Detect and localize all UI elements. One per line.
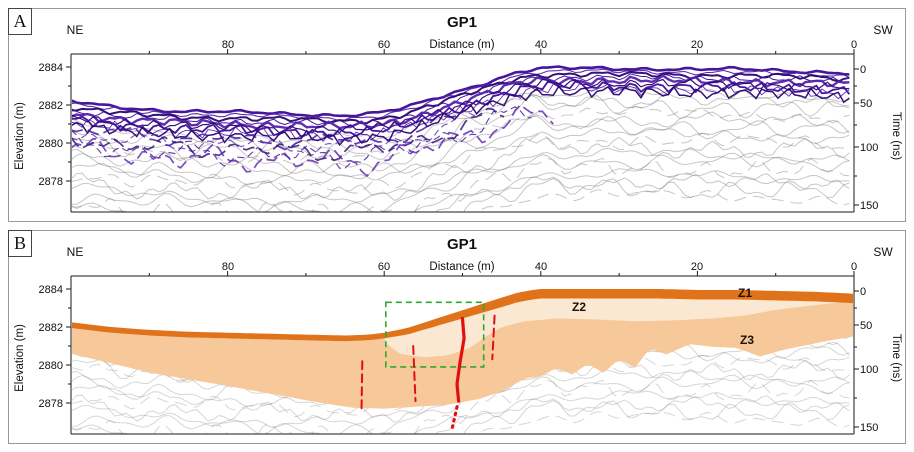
elevation-tick-label: 2878 (39, 398, 63, 410)
distance-tick-label: 0 (851, 39, 857, 51)
distance-tick-label: 20 (691, 261, 703, 273)
distance-tick-label: 80 (222, 261, 234, 273)
panel-a-corner-label: A (8, 8, 32, 35)
panel-b-plot: GP1 NE SW Distance (m) 80 60 40 20 0 Ele… (14, 236, 902, 435)
elevation-tick-label: 2882 (39, 100, 63, 112)
distance-axis-label: Distance (m) (429, 261, 494, 273)
distance-tick-label: 0 (851, 261, 857, 273)
elevation-tick-label: 2880 (39, 360, 63, 372)
time-tick-label: 0 (860, 64, 866, 76)
elevation-tick-label: 2884 (39, 62, 63, 74)
radargram-layer (72, 65, 851, 212)
elevation-tick-label: 2878 (39, 176, 63, 188)
zone-label-z2: Z2 (572, 300, 586, 314)
elevation-axis-label: Elevation (m) (14, 102, 26, 170)
zone-label-z3: Z3 (740, 333, 754, 347)
direction-label-sw: SW (873, 23, 893, 37)
direction-label-ne: NE (67, 23, 84, 37)
distance-tick-label: 60 (378, 39, 390, 51)
axes-layer (66, 49, 859, 213)
distance-tick-label: 20 (691, 39, 703, 51)
panel-b-corner-label: B (8, 230, 32, 257)
time-tick-label: 100 (860, 364, 878, 376)
panel-title: GP1 (447, 236, 477, 253)
direction-label-ne: NE (67, 245, 84, 259)
axes-layer (66, 271, 859, 435)
distance-tick-label: 40 (535, 261, 547, 273)
elevation-tick-label: 2882 (39, 322, 63, 334)
distance-tick-label: 60 (378, 261, 390, 273)
elevation-axis-label: Elevation (m) (14, 324, 26, 392)
panel-a: A GP1 NE SW Distance (m) 80 60 40 20 0 E… (8, 8, 906, 222)
zone-label-z1: Z1 (738, 286, 752, 300)
distance-axis-label: Distance (m) (429, 39, 494, 51)
time-tick-label: 150 (860, 422, 878, 434)
direction-label-sw: SW (873, 245, 893, 259)
distance-tick-label: 80 (222, 39, 234, 51)
time-axis-label: Time (ns) (890, 112, 902, 160)
interpretation-layer (72, 289, 853, 434)
time-tick-label: 150 (860, 200, 878, 212)
time-tick-label: 0 (860, 286, 866, 298)
elevation-tick-label: 2880 (39, 138, 63, 150)
time-tick-label: 50 (860, 320, 872, 332)
panel-a-plot: GP1 NE SW Distance (m) 80 60 40 20 0 Ele… (14, 14, 902, 213)
panel-title: GP1 (447, 14, 477, 31)
elevation-tick-label: 2884 (39, 284, 63, 296)
panel-b: B GP1 NE SW Distance (m) 80 60 40 20 0 E… (8, 230, 906, 444)
time-tick-label: 50 (860, 98, 872, 110)
distance-tick-label: 40 (535, 39, 547, 51)
time-tick-label: 100 (860, 142, 878, 154)
time-axis-label: Time (ns) (890, 334, 902, 382)
